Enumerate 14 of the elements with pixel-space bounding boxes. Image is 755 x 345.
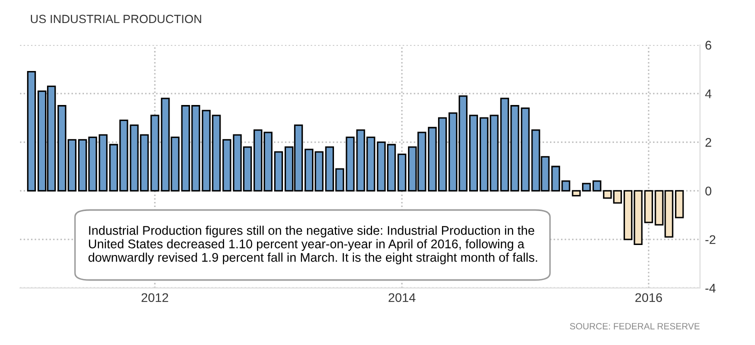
x-tick-label: 2014: [388, 293, 416, 302]
source-note: SOURCE: FEDERAL RESERVE: [570, 323, 700, 330]
y-tick-label: 0: [705, 186, 712, 196]
y-tick-label: 6: [705, 40, 712, 50]
bar: [520, 107, 530, 192]
y-tick-label: -2: [705, 235, 716, 244]
bar: [346, 136, 355, 192]
y-tick-label: -4: [705, 284, 716, 293]
y-tick-label: 4: [705, 90, 712, 98]
y-tick-label: 2: [705, 138, 712, 147]
x-tick-label: 2016: [635, 293, 662, 302]
annotation: Industrial Production figures still on the negative side: Industrial Production in the United States decreased 1.10 percent year-on-year in April of 2016, following a downwardly revised 1.9 percent fall in March. It is the eight straight month of falls.: [88, 226, 538, 264]
chart-title: US INDUSTRIAL PRODUCTION: [30, 14, 202, 24]
x-tick-label: 2012: [142, 293, 168, 302]
